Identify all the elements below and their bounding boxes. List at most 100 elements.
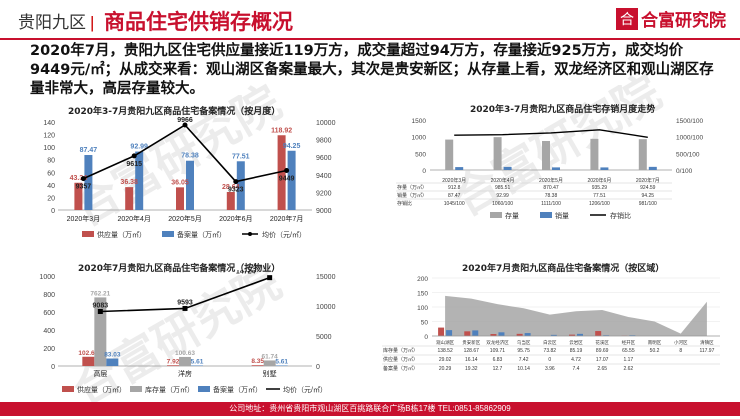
table-cell: 128.67 xyxy=(464,348,480,354)
table-cell: 92.99 xyxy=(496,193,509,199)
data-label-inventory: 100.63 xyxy=(175,350,195,357)
bar-supply xyxy=(595,331,601,336)
legend-label-price: 均价（元/㎡） xyxy=(262,230,306,239)
y-tick-label: 100 xyxy=(43,145,55,152)
chart1-monthly-filing: 0204060801001201409000920094009600980010… xyxy=(22,114,352,252)
data-label-filing: 5.61 xyxy=(275,358,288,365)
data-label-price: 9083 xyxy=(93,303,109,310)
y-tick-label: 200 xyxy=(43,346,55,353)
y-tick-label: 1500 xyxy=(412,118,427,125)
table-row-label: 存量（万㎡） xyxy=(397,184,427,191)
data-label-filing: 5.61 xyxy=(191,358,204,365)
table-cell: 1206/100 xyxy=(589,201,610,207)
point-avg-price xyxy=(81,176,86,181)
y-tick-label: 60 xyxy=(47,170,55,177)
table-cell: 89.69 xyxy=(596,348,609,354)
table-cell: 4.72 xyxy=(571,357,581,363)
table-cell: 20.29 xyxy=(439,366,452,372)
y2-tick-label: 500/100 xyxy=(676,151,700,158)
table-cell: 65.55 xyxy=(622,348,635,354)
table-cell: 2.65 xyxy=(597,366,607,372)
y-tick-label: 200 xyxy=(417,276,428,283)
table-cell: 94.25 xyxy=(642,193,655,199)
bar-stock xyxy=(590,139,598,170)
x-tick-label: 乌当区 xyxy=(517,339,531,346)
y-tick-label: 40 xyxy=(47,183,55,190)
y2-tick-label: 15000 xyxy=(316,274,336,281)
page-title: 商品住宅供销存概况 xyxy=(104,6,293,36)
x-tick-label: 白云区 xyxy=(543,339,557,346)
bar-sales xyxy=(552,167,560,170)
table-row-label: 备案量（万㎡） xyxy=(383,365,418,372)
data-label-filing: 83.03 xyxy=(104,352,121,359)
table-cell: 85.19 xyxy=(570,348,583,354)
line-stock-sales-ratio xyxy=(454,130,648,138)
y2-tick-label: 0/100 xyxy=(676,168,693,175)
y-tick-label: 0 xyxy=(51,364,55,371)
y-tick-label: 600 xyxy=(43,310,55,317)
x-tick-label: 2020年5月 xyxy=(168,214,201,223)
y2-tick-label: 10000 xyxy=(316,120,336,127)
data-label-supply: 36.38 xyxy=(120,179,138,186)
bar-sales xyxy=(455,167,463,170)
table-cell: 1111/100 xyxy=(541,201,561,207)
bar-supply xyxy=(125,187,133,210)
table-row-label: 供应量（万㎡） xyxy=(383,356,418,363)
legend-label-stock: 存量 xyxy=(505,211,519,220)
point-avg-price xyxy=(267,275,272,280)
data-label-filing: 77.51 xyxy=(232,153,250,160)
bar-filing xyxy=(84,155,92,210)
table-cell: 50.2 xyxy=(650,348,660,354)
bar-filing xyxy=(446,330,452,336)
bar-filing xyxy=(106,359,118,366)
legend-label-price: 均价（元/㎡） xyxy=(283,385,327,394)
x-tick-label: 别墅 xyxy=(263,369,277,378)
y-tick-label: 0 xyxy=(422,168,426,175)
y2-tick-label: 9000 xyxy=(316,208,332,215)
data-label-price: 9323 xyxy=(228,187,244,194)
summary-text: 2020年7月，贵阳九区住宅供应量接近119万方，成交量超过94万方，存量接近9… xyxy=(30,42,720,99)
bar-sales xyxy=(649,167,657,170)
y2-tick-label: 9200 xyxy=(316,190,332,197)
bar-filing xyxy=(191,365,203,366)
table-cell: 16.14 xyxy=(465,357,478,363)
x-tick-label: 2020年4月 xyxy=(117,214,150,223)
data-label-inventory: 762.21 xyxy=(90,290,110,297)
table-cell: 6.83 xyxy=(493,357,503,363)
table-cell: 87.47 xyxy=(448,193,461,199)
chart4-by-district: 050100150200观山湖区贵安新区双龙经济区乌当区白云区云岩区花溪区经开区… xyxy=(380,270,730,402)
data-label-filing: 78.38 xyxy=(181,153,199,160)
table-cell: 29.02 xyxy=(439,357,452,363)
bar-inventory xyxy=(179,357,191,366)
table-cell: 12.7 xyxy=(493,366,503,372)
data-label-supply: 36.05 xyxy=(171,179,189,186)
x-tick-label: 花溪区 xyxy=(595,339,609,346)
data-label-price: 9966 xyxy=(177,117,193,124)
table-cell: 1060/100 xyxy=(492,201,513,207)
legend-label: 备案量（万㎡） xyxy=(213,385,262,394)
legend-swatch-filing xyxy=(162,231,174,237)
table-cell: 95.75 xyxy=(517,348,530,354)
x-tick-label: 贵安新区 xyxy=(462,339,480,346)
brand-logo: 合 合富研究院 xyxy=(616,6,726,31)
data-label-price: 9593 xyxy=(177,299,193,306)
bar-filing xyxy=(472,330,478,336)
table-cell: 8 xyxy=(679,348,682,354)
y-tick-label: 80 xyxy=(47,158,55,165)
y-tick-label: 140 xyxy=(43,120,55,127)
bar-stock xyxy=(639,139,647,170)
title-separator: | xyxy=(90,13,94,32)
table-cell: 117.97 xyxy=(699,348,714,354)
bar-filing xyxy=(498,332,504,336)
data-label-price: 14724 xyxy=(236,270,256,276)
point-avg-price xyxy=(233,179,238,184)
bar-supply xyxy=(82,357,94,366)
y-tick-label: 150 xyxy=(417,291,428,298)
legend-swatch-stock xyxy=(490,212,502,218)
bar-filing xyxy=(276,365,288,366)
table-cell: 935.29 xyxy=(592,185,608,191)
y-tick-label: 100 xyxy=(417,305,428,312)
legend-label: 库存量（万㎡） xyxy=(145,385,194,394)
y-tick-label: 1000 xyxy=(412,135,427,142)
table-cell: 985.51 xyxy=(495,185,511,191)
